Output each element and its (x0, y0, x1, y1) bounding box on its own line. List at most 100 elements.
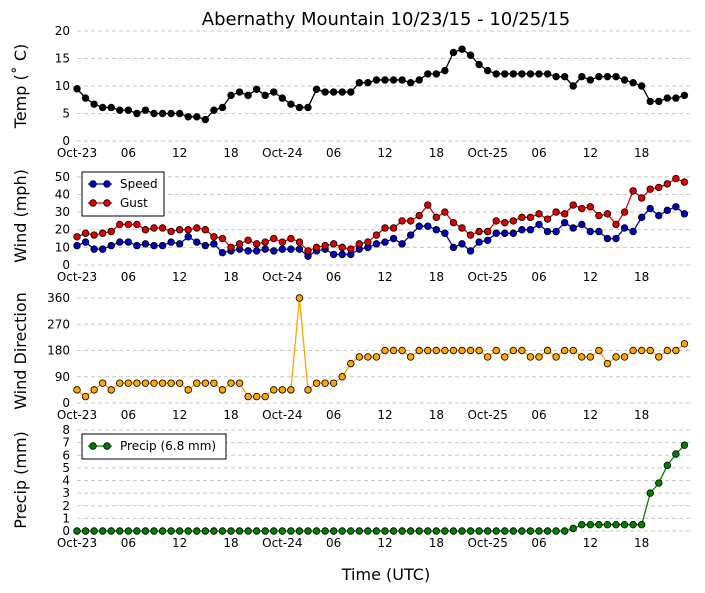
data-point (304, 386, 312, 394)
data-point (167, 379, 175, 387)
x-tick-label: 12 (377, 146, 392, 160)
data-point (116, 220, 124, 229)
data-point (184, 113, 192, 121)
data-point (244, 236, 252, 245)
y-tick-label: 30 (55, 205, 70, 219)
data-point (535, 527, 543, 535)
data-point (278, 386, 287, 394)
data-point (535, 353, 543, 361)
data-point (441, 527, 449, 535)
data-point (73, 233, 81, 241)
data-point (569, 346, 577, 355)
data-point (680, 340, 689, 348)
data-point (98, 379, 107, 387)
data-point (612, 353, 620, 361)
y-axis-label: Wind Direction (11, 292, 30, 410)
data-point (364, 238, 372, 246)
data-point (210, 527, 218, 535)
data-point (73, 241, 81, 250)
x-tick-label: 12 (377, 408, 392, 422)
data-point (141, 106, 150, 114)
data-point (501, 70, 509, 78)
data-point (158, 241, 167, 250)
data-point (637, 194, 646, 202)
data-point (398, 346, 406, 355)
data-point (458, 224, 466, 232)
y-tick-label: 50 (55, 170, 70, 184)
x-tick-label: 18 (634, 536, 649, 550)
data-point (201, 379, 210, 387)
series-line (76, 48, 685, 121)
data-point (150, 109, 158, 118)
data-point (389, 76, 398, 84)
data-point (509, 217, 518, 225)
data-point (81, 94, 90, 102)
data-point (389, 527, 398, 535)
data-point (543, 346, 552, 355)
data-point (124, 238, 133, 246)
data-point (329, 527, 338, 535)
data-point (629, 187, 637, 195)
data-point (124, 220, 133, 229)
x-tick-label: 18 (429, 146, 444, 160)
data-point (141, 527, 150, 535)
data-point (629, 227, 637, 236)
data-point (543, 527, 552, 535)
x-tick-label: 18 (223, 536, 238, 550)
data-point (586, 227, 595, 236)
data-point (201, 115, 210, 124)
data-point (193, 379, 201, 387)
data-point (680, 441, 689, 449)
x-tick-label: 06 (326, 270, 341, 284)
data-point (415, 76, 423, 84)
data-point (184, 233, 192, 241)
data-point (184, 527, 192, 535)
data-point (595, 346, 603, 355)
data-point (175, 379, 184, 387)
data-point (252, 392, 261, 401)
data-point (509, 346, 518, 355)
data-point (133, 109, 141, 118)
data-point (475, 346, 483, 355)
data-point (141, 240, 150, 248)
y-tick-label: 7 (62, 436, 70, 450)
x-tick-label: 12 (583, 270, 598, 284)
x-tick-label: 18 (223, 270, 238, 284)
data-point (90, 231, 98, 239)
data-point (603, 210, 612, 218)
data-point (287, 386, 295, 394)
data-point (355, 353, 364, 361)
data-point (680, 178, 689, 186)
data-point (116, 238, 124, 246)
data-point (167, 527, 175, 535)
data-point (98, 229, 107, 237)
data-point (270, 234, 278, 243)
x-tick-label: 06 (121, 270, 136, 284)
data-point (655, 479, 663, 487)
legend-marker (103, 180, 111, 188)
data-point (672, 94, 680, 102)
data-point (406, 527, 415, 535)
data-point (355, 240, 364, 248)
data-point (372, 527, 381, 535)
data-point (167, 109, 175, 118)
x-tick-label: 18 (429, 536, 444, 550)
data-point (347, 527, 355, 535)
data-point (680, 91, 689, 100)
data-point (569, 201, 577, 209)
data-point (355, 527, 364, 535)
y-tick-label: 3 (62, 486, 70, 500)
data-point (475, 227, 483, 236)
data-point (501, 353, 509, 361)
data-point (501, 218, 509, 227)
data-point (578, 353, 586, 361)
data-point (193, 224, 201, 232)
data-point (347, 245, 355, 253)
data-point (329, 250, 338, 259)
data-point (201, 241, 210, 250)
data-point (492, 70, 500, 78)
data-point (321, 241, 329, 250)
y-tick-label: 90 (55, 370, 70, 384)
